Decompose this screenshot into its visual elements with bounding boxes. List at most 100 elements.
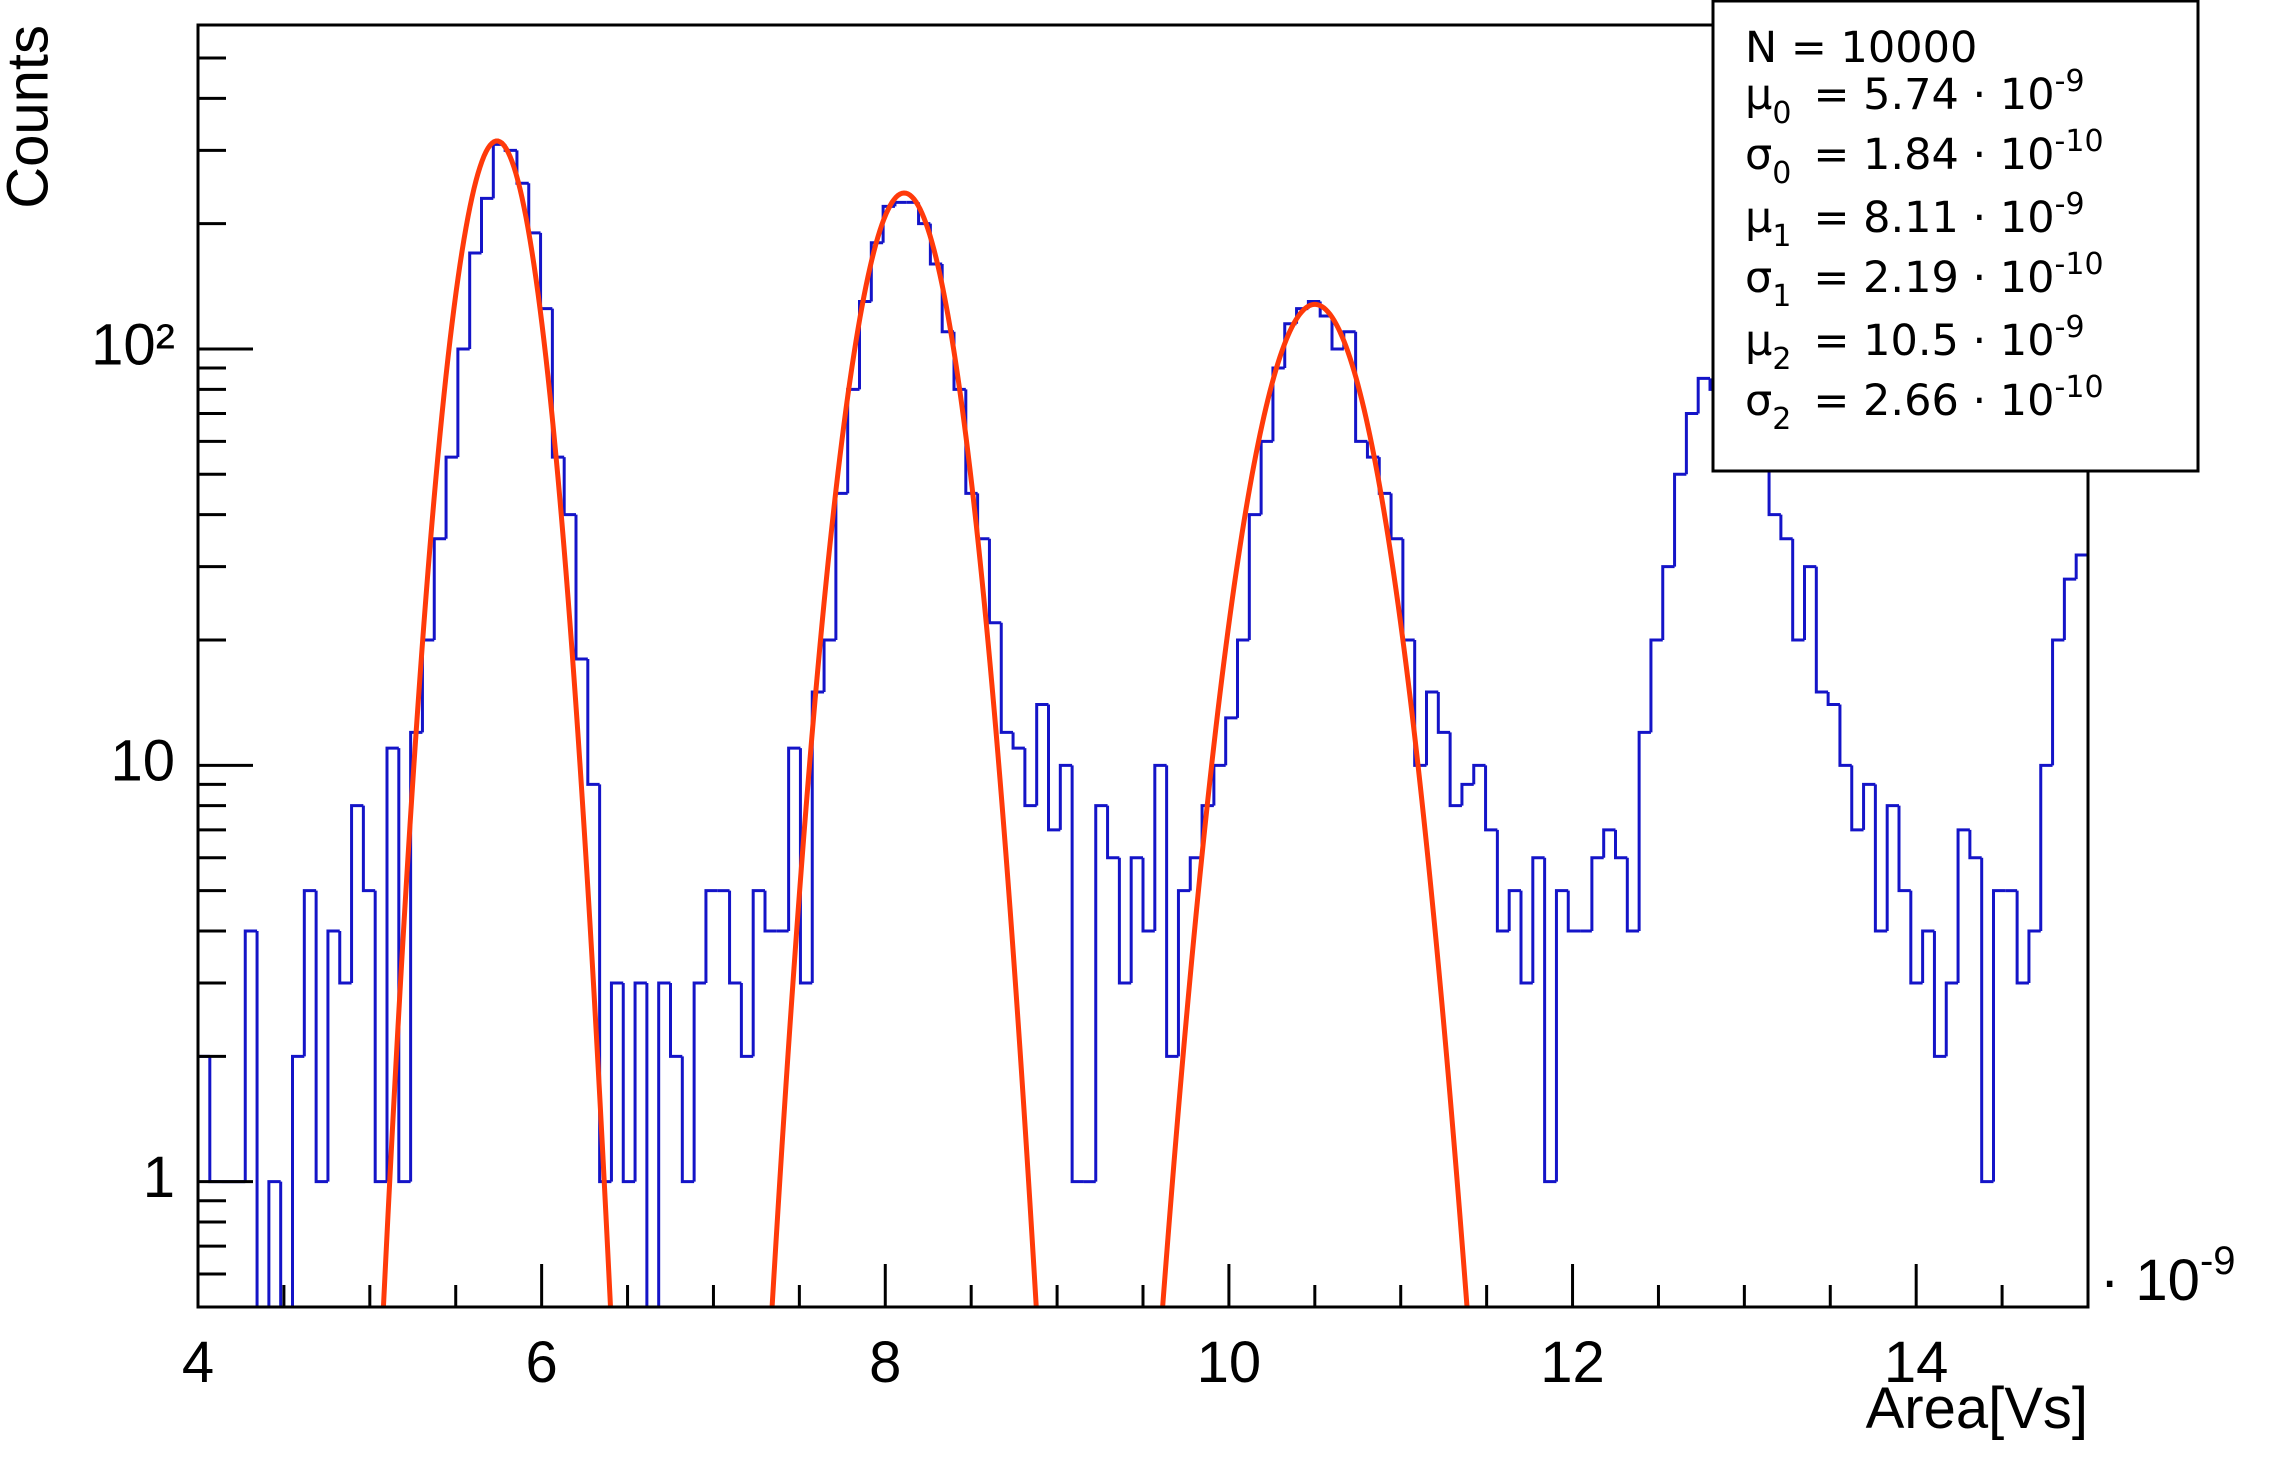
histogram-bin	[2074, 553, 2088, 580]
histogram-bin	[1472, 763, 1486, 785]
histogram-bin	[1495, 829, 1510, 933]
histogram-bin	[1212, 763, 1226, 806]
histogram-bin	[609, 981, 624, 1182]
histogram-bin	[1921, 929, 1935, 984]
stat-exponent: -9	[2055, 64, 2085, 99]
histogram-bin	[2051, 638, 2065, 766]
histogram-bin	[987, 538, 1002, 625]
histogram-bin	[373, 890, 387, 1184]
histogram-bin	[1401, 538, 1415, 642]
stat-value: = 8.11 · 10	[1813, 193, 2054, 243]
histogram-bin	[586, 659, 600, 786]
histogram-bin	[1803, 565, 1817, 640]
histogram-bin	[432, 537, 447, 640]
histogram-bin	[645, 983, 649, 1307]
histogram-bin	[1224, 716, 1238, 766]
histogram-bin	[1673, 472, 1687, 567]
histogram-bin	[198, 1054, 210, 1307]
stat-subscript: 1	[1772, 279, 1791, 314]
stat-subscript: 0	[1772, 156, 1791, 191]
histogram-bin	[1023, 748, 1037, 808]
histogram-bin	[1188, 856, 1203, 891]
histogram-bin	[1826, 692, 1840, 706]
histogram-bin	[208, 1056, 222, 1184]
stat-subscript: 0	[1772, 96, 1791, 131]
histogram-bin	[1236, 638, 1250, 718]
x-tick-label: 8	[869, 1330, 901, 1395]
histogram-bin	[1850, 765, 1864, 832]
histogram-bin	[1838, 704, 1852, 767]
histogram-bin	[2039, 763, 2053, 932]
histogram-bin	[1413, 639, 1427, 767]
histogram-bin	[1696, 376, 1710, 414]
histogram-bin	[444, 455, 458, 539]
stat-symbol: μ	[1745, 70, 1772, 120]
histogram-bin	[1614, 829, 1628, 860]
stat-exponent: -9	[2055, 187, 2085, 222]
histogram-bin	[869, 241, 884, 302]
stat-symbol: σ	[1745, 253, 1772, 303]
histogram-bin	[1637, 730, 1651, 932]
histogram-bin	[1554, 889, 1569, 1182]
histogram-bin	[1625, 857, 1640, 933]
histogram-bin	[787, 746, 801, 932]
stats-line: μ2 = 10.5 · 10-9	[1745, 310, 2085, 377]
histogram-bin	[692, 981, 706, 1182]
stat-symbol: σ	[1745, 130, 1772, 180]
stat-subscript: 1	[1772, 219, 1791, 254]
stat-subscript: 2	[1772, 342, 1791, 377]
stat-symbol: σ	[1745, 376, 1772, 426]
histogram-bin	[798, 748, 813, 985]
histogram-bin	[1011, 732, 1025, 750]
histogram-bin	[1484, 765, 1498, 832]
histogram-bin	[1035, 702, 1049, 806]
histogram-bin	[1047, 704, 1061, 832]
histogram-bin	[1814, 566, 1829, 694]
histogram-bin	[598, 784, 612, 1184]
stat-symbol: μ	[1745, 316, 1772, 366]
histogram-bin	[420, 638, 435, 733]
stats-n: N = 10000	[1745, 23, 1977, 73]
histogram-bin	[1791, 538, 1805, 642]
histogram-bin	[669, 983, 683, 1058]
histogram-bin	[680, 1056, 695, 1184]
histogram-bin	[728, 890, 742, 985]
stat-subscript: 2	[1772, 402, 1791, 437]
histogram-bin	[1944, 981, 1959, 1057]
y-tick-label: 10²	[91, 312, 175, 377]
histogram-bin	[1980, 857, 1994, 1184]
histogram-bin	[1566, 890, 1581, 933]
histogram-bin	[1602, 828, 1616, 858]
stat-value: = 2.19 · 10	[1813, 253, 2054, 303]
histogram-bin	[739, 983, 754, 1058]
histogram-bin	[480, 196, 494, 254]
histogram-bin	[1531, 856, 1545, 984]
histogram-bin	[1165, 765, 1179, 1058]
histogram-bin	[621, 983, 636, 1184]
stat-exponent: -10	[2055, 247, 2104, 282]
histogram-bin	[1968, 829, 1982, 860]
histogram-bin	[2027, 929, 2041, 984]
x-tick-label: 10	[1197, 1330, 1262, 1395]
x-tick-label: 12	[1540, 1330, 1605, 1395]
histogram-bin	[574, 514, 588, 661]
histogram-bin	[1448, 732, 1462, 808]
histogram-bin	[1330, 316, 1344, 351]
histogram-bin	[456, 347, 470, 458]
stat-value: = 1.84 · 10	[1813, 130, 2054, 180]
stat-symbol: μ	[1745, 193, 1772, 243]
histogram-bin	[1684, 411, 1699, 475]
stats-line: σ1 = 2.19 · 10-10	[1745, 247, 2104, 314]
histogram-bin	[1779, 514, 1793, 541]
histogram-bin	[2015, 890, 2029, 985]
histogram-bin	[1885, 804, 1899, 932]
y-axis-label: Counts	[0, 25, 60, 209]
stats-line: μ1 = 8.11 · 10-9	[1745, 187, 2085, 254]
histogram-bin	[267, 1180, 281, 1307]
stats-line: σ2 = 2.66 · 10-10	[1745, 370, 2104, 437]
histogram-bin	[291, 1054, 305, 1307]
histogram-bin	[657, 981, 671, 1307]
histogram-bin	[1909, 890, 1923, 985]
multiplier-base: · 10	[2100, 1248, 2200, 1313]
histogram-bin	[1543, 857, 1557, 1184]
